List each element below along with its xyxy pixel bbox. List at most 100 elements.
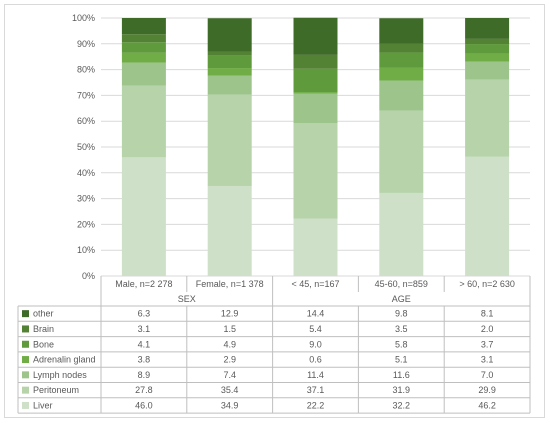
legend-swatch [22, 310, 29, 318]
cell-value: 6.3 [138, 309, 151, 319]
y-tick-label: 90% [77, 39, 95, 49]
legend-swatch [22, 340, 29, 348]
cell-value: 3.8 [138, 355, 151, 365]
cell-value: 4.9 [223, 339, 236, 349]
bar-segment-other [207, 18, 252, 52]
legend-swatch [22, 401, 29, 409]
bar-segment-adrenalin-gland [379, 67, 424, 81]
category-label: > 60, n=2 630 [459, 279, 515, 289]
cell-value: 5.4 [309, 324, 322, 334]
bar-segment-bone [121, 42, 166, 53]
cell-value: 5.8 [395, 339, 408, 349]
bar-segment-brain [379, 43, 424, 53]
series-label: Adrenalin gland [33, 355, 96, 365]
bar-segment-lymph-nodes [465, 61, 510, 80]
bar-segment-lymph-nodes [293, 93, 338, 124]
bar-segment-liver [207, 185, 252, 276]
bar-segment-peritoneum [121, 85, 166, 158]
bar-segment-liver [293, 218, 338, 276]
bar-segment-other [121, 18, 166, 35]
y-tick-label: 80% [77, 65, 95, 75]
y-tick-label: 30% [77, 194, 95, 204]
cell-value: 27.8 [135, 385, 153, 395]
cell-value: 29.9 [478, 385, 496, 395]
group-label: AGE [392, 294, 411, 304]
cell-value: 46.2 [478, 400, 496, 410]
cell-value: 3.7 [481, 339, 494, 349]
legend-swatch [22, 325, 29, 333]
category-label: Female, n=1 378 [196, 279, 264, 289]
series-label: Liver [33, 400, 53, 410]
cell-value: 32.2 [393, 400, 411, 410]
bar-segment-liver [465, 156, 510, 276]
cell-value: 34.9 [221, 400, 239, 410]
cell-value: 14.4 [307, 309, 325, 319]
bar-segment-liver [379, 192, 424, 276]
cell-value: 31.9 [393, 385, 411, 395]
group-label: SEX [178, 294, 196, 304]
y-tick-label: 60% [77, 116, 95, 126]
cell-value: 11.6 [393, 370, 410, 380]
bar-segment-adrenalin-gland [293, 92, 338, 94]
legend-swatch [22, 386, 29, 394]
bar-segment-peritoneum [465, 79, 510, 157]
cell-value: 9.8 [395, 309, 408, 319]
bar-segment-liver [121, 157, 166, 276]
series-label: Peritoneum [33, 385, 79, 395]
bar-segment-brain [465, 38, 510, 45]
bars [121, 17, 510, 276]
bar-segment-bone [293, 68, 338, 93]
category-label: 45-60, n=859 [375, 279, 428, 289]
bar-segment-other [379, 18, 424, 44]
bar-segment-brain [293, 54, 338, 69]
bar-segment-bone [207, 55, 252, 69]
data-table: Male, n=2 278 Female, n=1 378 < 45, n=167 4… [17, 276, 531, 414]
category-label: < 45, n=167 [291, 279, 339, 289]
bar-segment-peritoneum [379, 110, 424, 193]
y-axis-ticks: 0% 10% 20% 30% 40% 50% 60% 70% 80% 90% 100% [72, 13, 95, 281]
y-tick-label: 0% [82, 271, 95, 281]
cell-value: 9.0 [309, 339, 322, 349]
y-tick-label: 70% [77, 90, 95, 100]
bar-segment-brain [121, 34, 166, 43]
bar-segment-other [465, 18, 510, 39]
chart-frame: 0% 10% 20% 30% 40% 50% 60% 70% 80% 90% 100% Male, … [4, 4, 545, 418]
y-tick-label: 100% [72, 13, 95, 23]
bar-segment-adrenalin-gland [207, 68, 252, 76]
category-label: Male, n=2 278 [115, 279, 172, 289]
bar-segment-lymph-nodes [379, 80, 424, 111]
series-label: Bone [33, 339, 54, 349]
bar-segment-peritoneum [293, 123, 338, 219]
bar-segment-brain [207, 51, 252, 56]
series-label: Lymph nodes [33, 370, 87, 380]
cell-value: 3.1 [481, 355, 494, 365]
cell-value: 11.4 [307, 370, 324, 380]
cell-value: 2.9 [223, 355, 236, 365]
cell-value: 8.1 [481, 309, 494, 319]
series-label: other [33, 309, 54, 319]
cell-value: 3.1 [138, 324, 151, 334]
bar-segment-lymph-nodes [207, 75, 252, 95]
cell-value: 7.0 [481, 370, 494, 380]
bar-segment-other [293, 17, 338, 55]
stacked-bar-chart: 0% 10% 20% 30% 40% 50% 60% 70% 80% 90% 100% Male, … [17, 13, 531, 414]
y-tick-label: 50% [77, 142, 95, 152]
y-tick-label: 40% [77, 168, 95, 178]
cell-value: 8.9 [138, 370, 151, 380]
cell-value: 5.1 [395, 355, 408, 365]
cell-value: 22.2 [307, 400, 325, 410]
y-tick-label: 20% [77, 219, 95, 229]
cell-value: 46.0 [135, 400, 153, 410]
cell-value: 12.9 [221, 309, 239, 319]
cell-value: 4.1 [138, 339, 151, 349]
cell-value: 3.5 [395, 324, 408, 334]
cell-value: 7.4 [223, 370, 236, 380]
bar-segment-bone [465, 44, 510, 54]
legend-swatch [22, 356, 29, 364]
series-label: Brain [33, 324, 54, 334]
bar-segment-lymph-nodes [121, 62, 166, 86]
cell-value: 2.0 [481, 324, 494, 334]
cell-value: 35.4 [221, 385, 239, 395]
bar-segment-adrenalin-gland [121, 52, 166, 63]
cell-value: 0.6 [309, 355, 322, 365]
